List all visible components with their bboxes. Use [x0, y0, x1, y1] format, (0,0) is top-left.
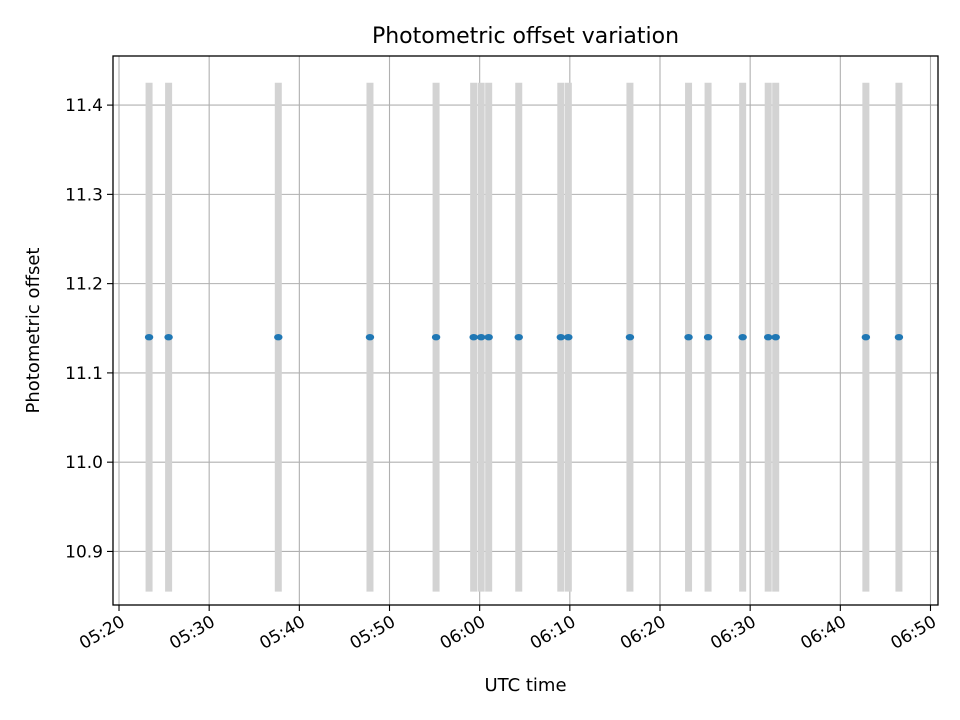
plot-frame [112, 55, 939, 606]
x-tick-label: 06:10 [527, 612, 579, 654]
data-point [763, 333, 773, 341]
x-tick-label: 05:20 [76, 612, 128, 654]
y-tick-label: 11.2 [65, 275, 103, 295]
data-point [144, 333, 154, 341]
data-points [144, 333, 904, 341]
data-point [625, 333, 635, 341]
data-point [164, 333, 173, 341]
data-point [365, 333, 375, 341]
y-tick-label: 11.4 [65, 96, 103, 116]
y-axis-label: Photometric offset [23, 248, 44, 414]
error-bars [145, 82, 903, 592]
x-tick-label: 06:50 [888, 612, 940, 654]
data-point [431, 333, 441, 341]
data-point [476, 333, 486, 341]
data-point [684, 333, 693, 341]
y-tick-label: 11.1 [65, 364, 103, 384]
data-point [469, 333, 478, 341]
data-point [556, 333, 566, 341]
data-point [274, 333, 283, 341]
x-tick-label: 06:30 [707, 612, 759, 654]
data-point [771, 333, 780, 341]
x-tick-label: 05:50 [347, 612, 399, 654]
x-tick-label: 06:00 [437, 612, 489, 654]
chart-title: Photometric offset variation [372, 24, 679, 49]
data-point [861, 333, 871, 341]
grid [113, 56, 938, 605]
y-tick-label: 10.9 [65, 542, 103, 562]
y-tick-label: 11.3 [65, 185, 103, 205]
data-point [514, 333, 523, 341]
x-axis-label: UTC time [484, 675, 566, 696]
x-tick-label: 06:40 [797, 612, 849, 654]
data-point [703, 333, 713, 341]
data-point [894, 333, 904, 341]
axis-ticks: 05:20 05:30 05:40 05:50 06:00 06:10 06:20 06:30… [65, 96, 940, 654]
x-tick-label: 05:40 [256, 612, 308, 654]
x-tick-label: 05:30 [166, 612, 218, 654]
data-point [564, 333, 573, 341]
data-point [484, 333, 493, 341]
data-point [738, 333, 747, 341]
y-tick-label: 11.0 [65, 453, 103, 473]
x-tick-label: 06:20 [617, 612, 669, 654]
